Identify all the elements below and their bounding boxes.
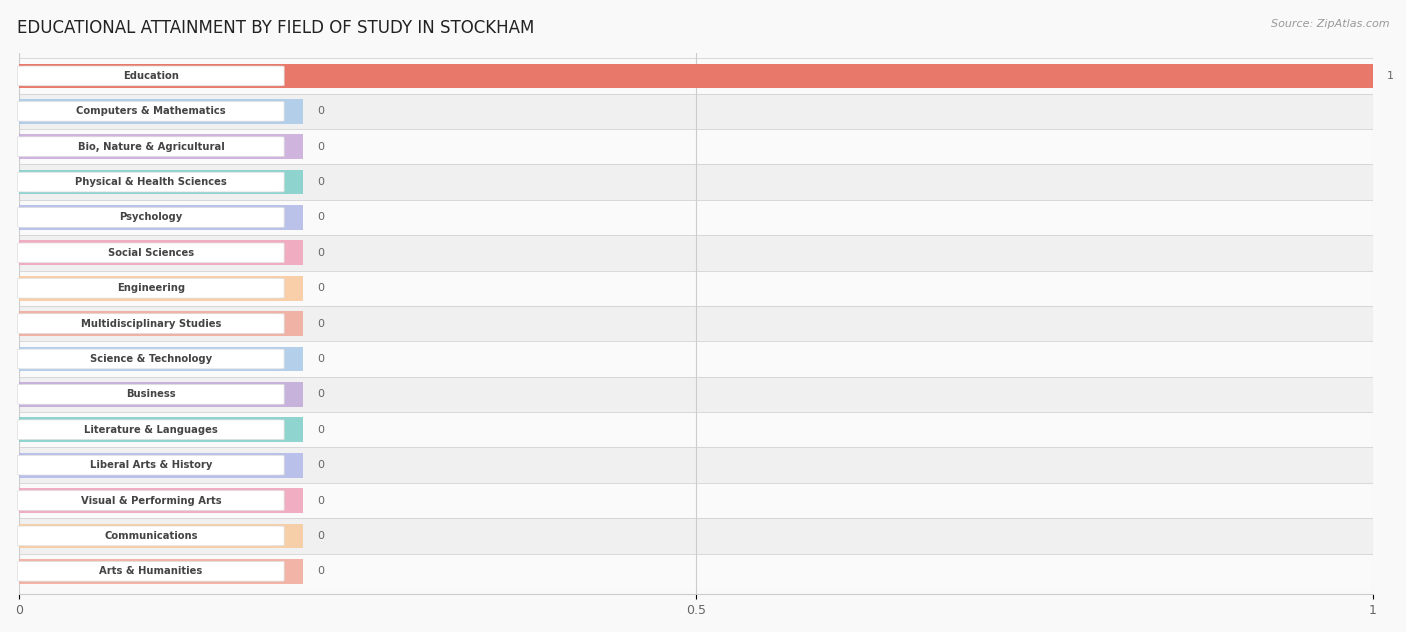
Text: 0: 0 [316, 283, 323, 293]
Bar [20, 64, 304, 88]
FancyBboxPatch shape [18, 526, 284, 546]
Bar [20, 447, 1374, 483]
Text: 0: 0 [316, 425, 323, 435]
Text: 0: 0 [316, 389, 323, 399]
Text: Source: ZipAtlas.com: Source: ZipAtlas.com [1271, 19, 1389, 29]
Bar [20, 169, 304, 195]
Text: Visual & Performing Arts: Visual & Performing Arts [80, 495, 221, 506]
Text: Engineering: Engineering [117, 283, 186, 293]
FancyBboxPatch shape [18, 384, 284, 404]
Text: Psychology: Psychology [120, 212, 183, 222]
FancyBboxPatch shape [18, 172, 284, 192]
Text: Communications: Communications [104, 531, 198, 541]
Text: Liberal Arts & History: Liberal Arts & History [90, 460, 212, 470]
Text: Education: Education [122, 71, 179, 81]
FancyBboxPatch shape [18, 313, 284, 334]
Text: 0: 0 [316, 177, 323, 187]
Text: 0: 0 [316, 212, 323, 222]
Text: 0: 0 [316, 354, 323, 364]
FancyBboxPatch shape [18, 137, 284, 157]
Text: Physical & Health Sciences: Physical & Health Sciences [75, 177, 226, 187]
Text: Arts & Humanities: Arts & Humanities [100, 566, 202, 576]
Bar [20, 135, 304, 159]
FancyBboxPatch shape [18, 101, 284, 121]
Text: Science & Technology: Science & Technology [90, 354, 212, 364]
Text: Business: Business [127, 389, 176, 399]
Bar [20, 483, 1374, 518]
FancyBboxPatch shape [18, 349, 284, 369]
Bar [20, 311, 304, 336]
Text: 1: 1 [1386, 71, 1393, 81]
Text: Bio, Nature & Agricultural: Bio, Nature & Agricultural [77, 142, 225, 152]
FancyBboxPatch shape [18, 561, 284, 581]
Bar [20, 377, 1374, 412]
Text: 0: 0 [316, 142, 323, 152]
Bar [20, 58, 1374, 94]
Text: EDUCATIONAL ATTAINMENT BY FIELD OF STUDY IN STOCKHAM: EDUCATIONAL ATTAINMENT BY FIELD OF STUDY… [17, 19, 534, 37]
Text: 0: 0 [316, 106, 323, 116]
Bar [20, 518, 1374, 554]
Bar [20, 341, 1374, 377]
Bar [20, 523, 304, 549]
Bar [20, 164, 1374, 200]
Text: Multidisciplinary Studies: Multidisciplinary Studies [80, 319, 221, 329]
Bar [20, 64, 1374, 88]
Text: 0: 0 [316, 531, 323, 541]
Bar [20, 276, 304, 301]
Text: Social Sciences: Social Sciences [108, 248, 194, 258]
Bar [20, 240, 304, 265]
Bar [20, 417, 304, 442]
FancyBboxPatch shape [18, 207, 284, 228]
Bar [20, 270, 1374, 306]
FancyBboxPatch shape [18, 278, 284, 298]
Text: 0: 0 [316, 248, 323, 258]
Bar [20, 200, 1374, 235]
Text: 0: 0 [316, 495, 323, 506]
Bar [20, 382, 304, 407]
Bar [20, 559, 304, 584]
Bar [20, 306, 1374, 341]
Bar [20, 94, 1374, 129]
Bar [20, 205, 304, 230]
FancyBboxPatch shape [18, 66, 284, 86]
FancyBboxPatch shape [18, 243, 284, 263]
FancyBboxPatch shape [18, 455, 284, 475]
Text: 0: 0 [316, 319, 323, 329]
Text: 0: 0 [316, 460, 323, 470]
Text: 0: 0 [316, 566, 323, 576]
Bar [20, 412, 1374, 447]
Text: Computers & Mathematics: Computers & Mathematics [76, 106, 226, 116]
Bar [20, 99, 304, 124]
FancyBboxPatch shape [18, 420, 284, 440]
Bar [20, 453, 304, 478]
FancyBboxPatch shape [18, 490, 284, 511]
Bar [20, 554, 1374, 589]
Bar [20, 129, 1374, 164]
Bar [20, 235, 1374, 270]
Text: Literature & Languages: Literature & Languages [84, 425, 218, 435]
Bar [20, 346, 304, 372]
Bar [20, 488, 304, 513]
